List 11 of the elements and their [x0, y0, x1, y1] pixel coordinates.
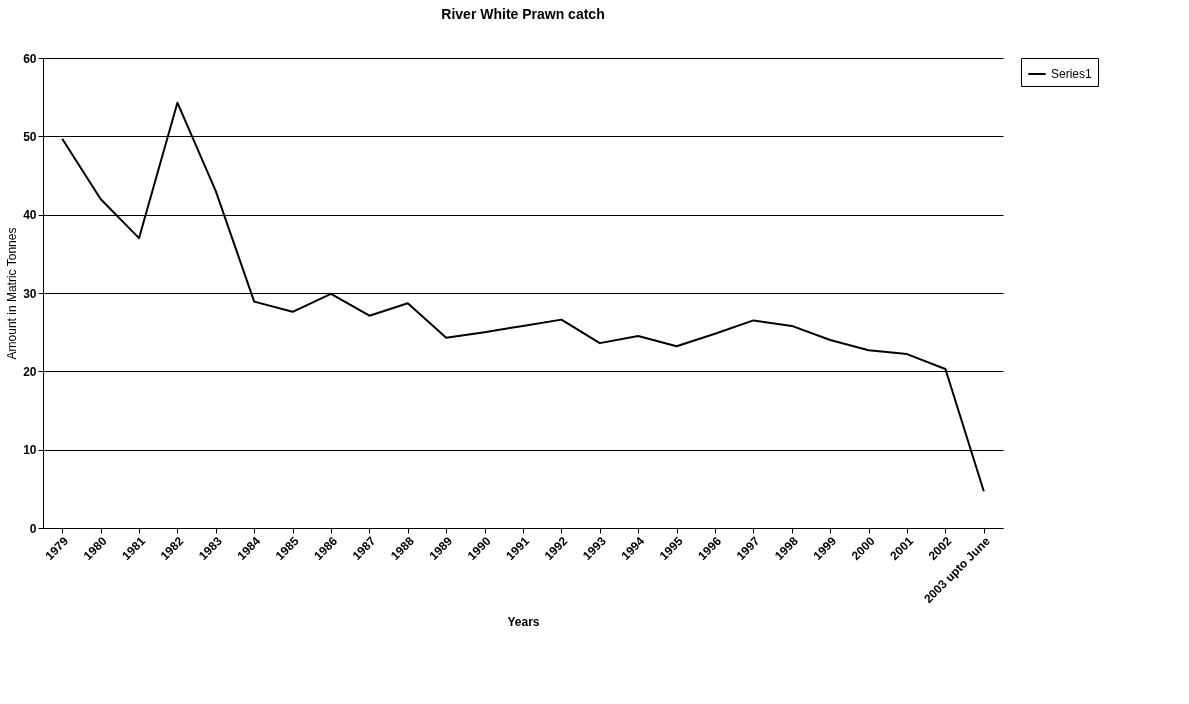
y-tick-label: 20	[23, 364, 37, 379]
y-tick-label: 30	[23, 286, 37, 301]
y-tick-label: 40	[23, 208, 37, 223]
chart-title: River White Prawn catch	[441, 6, 605, 22]
legend-label: Series1	[1051, 67, 1093, 81]
x-axis-title: Years	[507, 615, 540, 630]
y-tick-label: 10	[23, 443, 37, 458]
y-axis-title: Amount in Matric Tonnes	[5, 227, 20, 360]
y-tick-label: 50	[23, 129, 37, 144]
y-tick-label: 0	[29, 521, 37, 536]
y-tick-label: 60	[23, 51, 37, 66]
